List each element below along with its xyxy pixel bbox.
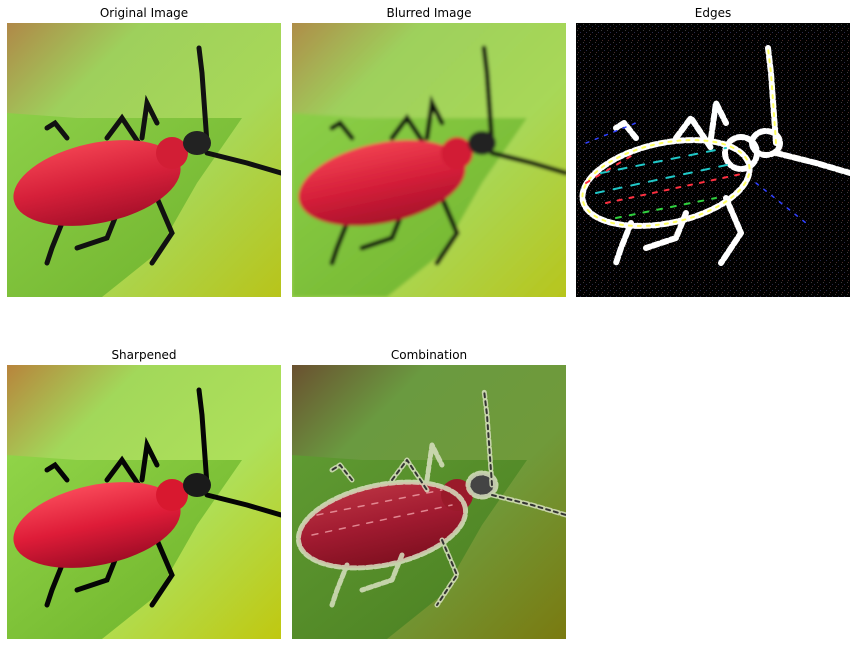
sharpened-image (7, 365, 281, 639)
panel-title: Blurred Image (386, 6, 472, 20)
panel-title: Sharpened (111, 348, 177, 362)
blurred-image (292, 23, 566, 297)
panel-title: Combination (390, 348, 468, 362)
panel-title: Edges (694, 6, 732, 20)
edges-image (576, 23, 850, 297)
combination-image (292, 365, 566, 639)
original-image (7, 23, 281, 297)
panel-title: Original Image (99, 6, 189, 20)
